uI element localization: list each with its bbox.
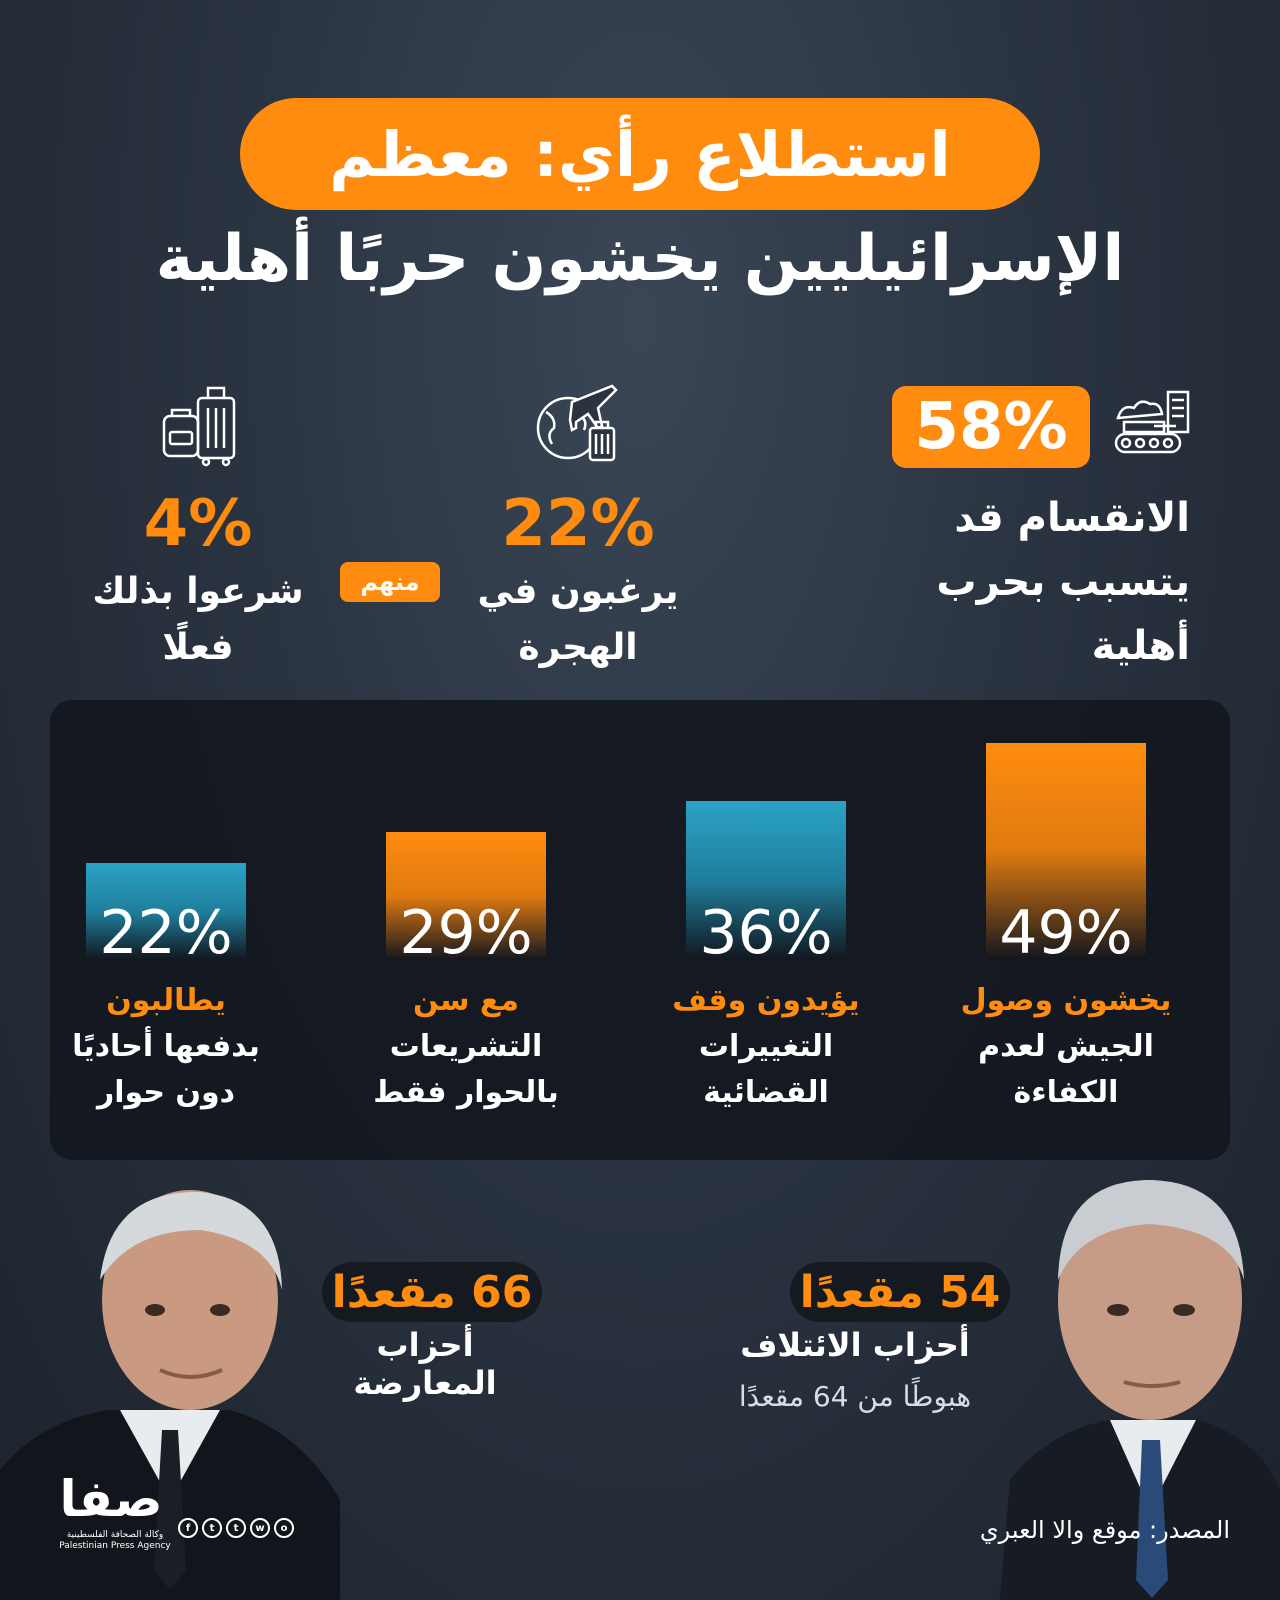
source-text: المصدر: موقع والا العبري bbox=[979, 1516, 1230, 1544]
stat-58-line: الانقسام قد bbox=[954, 495, 1190, 541]
bar-category-label: يؤيدون وقف التغييرات القضائية bbox=[641, 978, 891, 1116]
bar-label-line: القضائية bbox=[703, 1075, 829, 1110]
bar-value-label: 36% bbox=[699, 898, 833, 968]
coalition-label: أحزاب الائتلاف bbox=[740, 1326, 970, 1364]
bar-label-line: التغييرات bbox=[698, 1029, 834, 1064]
stat-22-emigrate: 22% يرغبون في الهجرة bbox=[468, 484, 688, 676]
bar-label-line: الكفاءة bbox=[1013, 1075, 1119, 1110]
bar-label-line: بدفعها أحاديًا bbox=[72, 1029, 260, 1064]
bar-label-highlight: يخشون وصول bbox=[960, 983, 1172, 1018]
stat-22-line: الهجرة bbox=[518, 627, 638, 668]
chart-panel: 49% يخشون وصول الجيش لعدم الكفاءة 36% يؤيدون … bbox=[50, 700, 1230, 1160]
bar-label-line: التشريعات bbox=[389, 1029, 543, 1064]
coalition-seats-pill: 54 مقعدًا bbox=[790, 1262, 1010, 1322]
stat-58-badge: 58% bbox=[892, 386, 1090, 468]
bar-29 bbox=[386, 831, 546, 960]
opposition-leader-portrait bbox=[0, 1190, 340, 1600]
tank-city-icon bbox=[1114, 390, 1190, 454]
telegram-icon[interactable]: t bbox=[202, 1518, 222, 1538]
stat-4-line: شرعوا بذلك bbox=[92, 571, 304, 612]
agency-logo-sub: وكالة الصحافة الفلسطينية Palestinian Pre… bbox=[50, 1530, 180, 1552]
whatsapp-icon[interactable]: w bbox=[250, 1518, 270, 1538]
bar-category-label: يطالبون بدفعها أحاديًا دون حوار bbox=[41, 978, 291, 1116]
social-icons: f t t w o bbox=[178, 1518, 294, 1538]
stat-58-line: أهلية bbox=[1091, 623, 1190, 669]
twitter-icon[interactable]: t bbox=[226, 1518, 246, 1538]
connector-badge: منهم bbox=[340, 562, 440, 602]
stat-58-line: يتسبب بحرب bbox=[936, 559, 1190, 605]
stat-4-value: 4% bbox=[143, 487, 253, 561]
bar-category-label: يخشون وصول الجيش لعدم الكفاءة bbox=[941, 978, 1191, 1116]
coalition-leader-portrait bbox=[1000, 1180, 1280, 1600]
opposition-seats: 66 مقعدًا bbox=[331, 1266, 533, 1318]
title-pill: استطلاع رأي: معظم bbox=[240, 98, 1040, 210]
agency-name-ar: وكالة الصحافة الفلسطينية bbox=[66, 1530, 164, 1540]
bar-label-line: دون حوار bbox=[96, 1075, 236, 1110]
coalition-seats: 54 مقعدًا bbox=[799, 1266, 1001, 1318]
stat-22-line: يرغبون في bbox=[477, 571, 679, 612]
bar-22 bbox=[86, 862, 246, 960]
title-line1: استطلاع رأي: معظم bbox=[329, 117, 951, 191]
coalition-sub: هبوطًا من 64 مقعدًا bbox=[738, 1380, 972, 1413]
bar-label-highlight: مع سن bbox=[412, 983, 519, 1018]
bar-label-line: بالحوار فقط bbox=[373, 1075, 559, 1110]
bar-value-label: 29% bbox=[399, 898, 533, 968]
bar-label-highlight: يطالبون bbox=[106, 983, 226, 1018]
title-line2: الإسرائيليين يخشون حربًا أهلية bbox=[155, 222, 1125, 296]
bar-label-highlight: يؤيدون وقف bbox=[672, 983, 860, 1018]
opposition-label: أحزاب المعارضة bbox=[353, 1326, 497, 1402]
bar-label-line: الجيش لعدم bbox=[978, 1029, 1154, 1064]
bar-value-label: 49% bbox=[999, 898, 1133, 968]
opposition-seats-pill: 66 مقعدًا bbox=[322, 1262, 542, 1322]
bar-49 bbox=[986, 743, 1146, 960]
stat-4-started: 4% شرعوا بذلك فعلًا bbox=[88, 484, 308, 676]
luggage-icon bbox=[162, 386, 236, 467]
stat-58-desc: الانقسام قد يتسبب بحرب أهلية bbox=[780, 486, 1190, 678]
facebook-icon[interactable]: f bbox=[178, 1518, 198, 1538]
bar-category-label: مع سن التشريعات بالحوار فقط bbox=[341, 978, 591, 1116]
bar-value-label: 22% bbox=[99, 898, 233, 968]
globe-plane-luggage-icon bbox=[536, 384, 618, 462]
agency-logo: صفا bbox=[59, 1470, 163, 1528]
instagram-icon[interactable]: o bbox=[274, 1518, 294, 1538]
stat-22-value: 22% bbox=[501, 487, 655, 561]
bar-36 bbox=[686, 800, 846, 960]
stat-4-line: فعلًا bbox=[162, 627, 234, 668]
agency-name-en: Palestinian Press Agency bbox=[59, 1541, 171, 1551]
